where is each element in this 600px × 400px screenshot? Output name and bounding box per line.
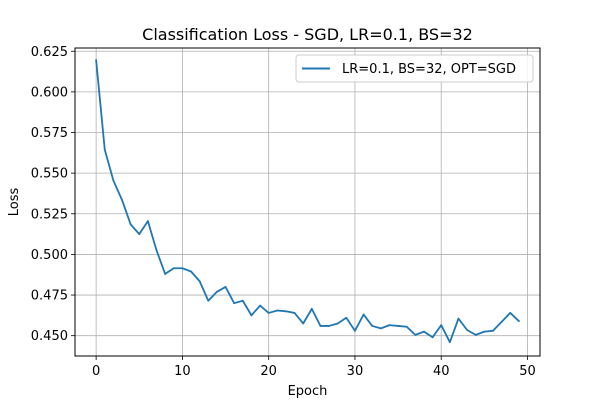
data-point — [121, 199, 123, 201]
x-tick-label: 30 — [347, 364, 364, 379]
data-point — [293, 312, 296, 314]
data-point — [336, 322, 339, 325]
data-point — [103, 148, 106, 151]
legend-series-label: LR=0.1, BS=32, OPT=SGD — [342, 62, 516, 77]
x-tick-label: 50 — [519, 364, 536, 379]
data-point — [405, 325, 408, 328]
y-tick-label: 0.550 — [31, 167, 68, 182]
data-point — [474, 333, 477, 336]
data-point — [310, 307, 313, 310]
legend: LR=0.1, BS=32, OPT=SGD — [295, 54, 534, 83]
data-point — [250, 314, 253, 317]
y-tick-label: 0.475 — [31, 289, 68, 304]
data-point — [216, 290, 218, 293]
data-point — [492, 329, 494, 332]
data-point — [379, 327, 382, 330]
data-point — [354, 329, 356, 332]
data-point — [198, 280, 201, 283]
data-point — [259, 304, 261, 307]
ticks: 0 10 20 30 40 50 0.450 0.475 0.500 0.525 0.550 0.57… — [31, 45, 536, 379]
data-point — [414, 333, 417, 336]
data-point — [112, 179, 115, 182]
data-point — [164, 273, 167, 275]
data-point — [362, 313, 365, 316]
plot-frame — [74, 47, 541, 357]
y-tick-label: 0.450 — [31, 329, 68, 344]
series-line — [95, 59, 520, 344]
chart-title: Classification Loss - SGD, LR=0.1, BS=32 — [142, 25, 473, 44]
data-point — [129, 223, 132, 226]
data-point — [207, 299, 210, 302]
data-point — [517, 320, 520, 322]
data-point — [319, 325, 322, 327]
legend-box — [295, 54, 534, 83]
data-point — [509, 312, 512, 314]
x-tick-label: 0 — [92, 364, 100, 379]
data-point — [423, 330, 425, 333]
x-tick-label: 20 — [260, 364, 277, 379]
data-point — [328, 325, 330, 327]
data-point — [155, 249, 158, 252]
data-point — [371, 325, 374, 327]
data-point — [457, 317, 460, 320]
data-point — [224, 286, 227, 288]
data-point — [190, 270, 192, 273]
data-point — [276, 309, 279, 312]
y-tick-label: 0.625 — [31, 45, 68, 60]
data-point — [233, 302, 236, 305]
data-point — [440, 324, 443, 327]
y-tick-label: 0.525 — [31, 207, 68, 222]
series-layer — [95, 59, 520, 344]
data-point — [181, 267, 184, 270]
data-point — [345, 316, 348, 319]
grid — [75, 48, 540, 356]
data-point — [448, 341, 451, 344]
data-point — [267, 312, 270, 314]
data-point — [431, 336, 434, 339]
data-point — [172, 267, 175, 270]
y-tick-label: 0.600 — [31, 85, 68, 100]
data-point — [483, 330, 486, 333]
data-point — [388, 324, 391, 327]
x-tick-label: 40 — [433, 364, 450, 379]
data-point — [146, 220, 149, 222]
data-point — [302, 322, 305, 325]
data-point — [466, 329, 469, 331]
data-point — [500, 320, 503, 323]
y-tick-label: 0.575 — [31, 126, 68, 141]
y-tick-label: 0.500 — [31, 248, 68, 263]
data-point — [138, 233, 141, 236]
data-point — [95, 59, 98, 62]
data-point — [397, 325, 399, 327]
data-point — [285, 310, 287, 313]
y-axis-label: Loss — [7, 188, 22, 217]
x-tick-label: 10 — [174, 364, 191, 379]
data-point — [241, 299, 244, 302]
x-axis-label: Epoch — [288, 384, 328, 399]
